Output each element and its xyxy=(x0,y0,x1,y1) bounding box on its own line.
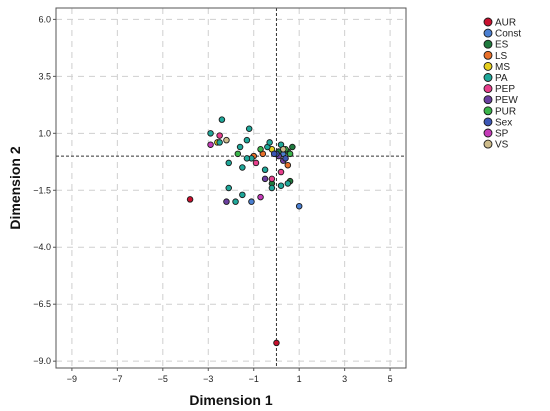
point-pa xyxy=(243,155,251,162)
point-es xyxy=(289,143,296,151)
plot-frame xyxy=(55,7,407,369)
point-pa xyxy=(284,180,292,187)
legend-marker-ls xyxy=(483,50,493,60)
x-tick-label: −1 xyxy=(249,374,259,384)
y-tick-label: −9.0 xyxy=(33,356,51,366)
gridlines xyxy=(56,8,406,368)
legend-label-aur: AUR xyxy=(495,18,516,29)
point-pa xyxy=(225,159,232,167)
point-pur xyxy=(257,146,264,153)
y-tick-labels: 6.0 3.5 1.0 −1.5 −4.0 −6.5 −9.0 xyxy=(33,14,56,366)
legend-label-pur: PUR xyxy=(495,106,516,117)
point-pa xyxy=(216,139,223,146)
legend-label-pa: PA xyxy=(495,73,508,84)
point-sex xyxy=(270,150,278,158)
point-pa xyxy=(266,139,273,146)
x-tick-label: 3 xyxy=(342,374,347,384)
legend-label-pew: PEW xyxy=(495,95,518,106)
y-tick-label: −1.5 xyxy=(33,185,51,195)
legend-label-sex: Sex xyxy=(495,117,512,128)
x-tick-label: −7 xyxy=(112,374,122,384)
point-pew xyxy=(261,175,269,183)
point-pep xyxy=(277,168,285,176)
x-axis-title: Dimension 1 xyxy=(189,392,272,408)
legend-label-es: ES xyxy=(495,40,509,51)
y-axis-title: Dimension 2 xyxy=(7,146,23,229)
reference-lines xyxy=(56,8,406,368)
y-tick-label: 3.5 xyxy=(38,71,51,81)
point-aur xyxy=(273,339,280,347)
legend-marker-aur xyxy=(483,17,493,27)
y-tick-label: −6.5 xyxy=(33,299,51,309)
x-tick-label: −9 xyxy=(67,374,77,384)
legend-marker-const xyxy=(483,28,493,38)
point-pep xyxy=(252,159,260,167)
point-pew xyxy=(223,198,230,205)
point-pa xyxy=(207,130,214,137)
legend-marker-pur xyxy=(483,106,493,116)
legend-label-const: Const xyxy=(495,29,521,40)
point-pa xyxy=(225,184,232,192)
point-pa xyxy=(236,143,244,151)
point-pa xyxy=(239,191,246,199)
x-tick-label: 1 xyxy=(297,374,302,384)
point-pep xyxy=(268,175,276,183)
legend-marker-es xyxy=(483,39,493,49)
legend-label-sp: SP xyxy=(495,129,509,140)
x-tick-label: −3 xyxy=(203,374,213,384)
y-tick-label: −4.0 xyxy=(33,242,51,252)
x-tick-label: −5 xyxy=(158,374,168,384)
data-points xyxy=(186,116,303,347)
legend-label-ls: LS xyxy=(495,51,508,62)
legend-marker-ms xyxy=(483,61,493,71)
legend-label-pep: PEP xyxy=(495,84,515,95)
x-tick-labels: −9 −7 −5 −3 −1 1 3 5 xyxy=(67,368,393,384)
point-pa xyxy=(261,166,269,174)
point-pa xyxy=(218,116,226,123)
legend-label-vs: VS xyxy=(495,140,509,151)
point-pur xyxy=(286,150,294,158)
point-aur xyxy=(186,196,194,203)
point-const xyxy=(248,198,255,205)
point-sex xyxy=(282,155,289,162)
legend-marker-vs xyxy=(483,139,493,149)
point-pa xyxy=(232,198,239,205)
legend-label-ms: MS xyxy=(495,62,510,73)
point-vs xyxy=(280,146,287,153)
point-pur xyxy=(234,150,242,158)
point-pa xyxy=(268,184,276,192)
legend-marker-pep xyxy=(483,84,493,94)
point-pa xyxy=(243,136,251,144)
x-tick-label: 5 xyxy=(388,374,393,384)
legend-marker-sp xyxy=(483,128,493,138)
legend-marker-sex xyxy=(483,117,493,127)
point-sp xyxy=(207,141,214,148)
legend-marker-pew xyxy=(483,95,493,105)
point-pep xyxy=(216,132,223,139)
point-const xyxy=(295,202,303,210)
legend-marker-pa xyxy=(483,73,493,82)
y-tick-label: 1.0 xyxy=(38,128,51,138)
point-pa xyxy=(277,182,285,189)
point-pa xyxy=(239,164,246,171)
point-vs xyxy=(223,136,230,144)
point-pa xyxy=(245,125,253,133)
y-tick-label: 6.0 xyxy=(38,14,51,24)
point-sp xyxy=(257,193,264,201)
point-ls xyxy=(284,161,292,169)
